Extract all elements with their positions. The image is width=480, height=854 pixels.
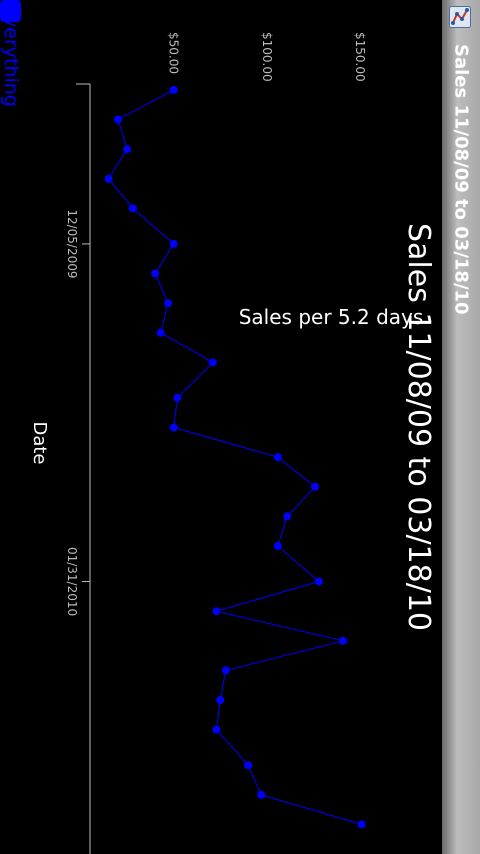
data-point <box>123 145 132 154</box>
data-point <box>244 761 253 770</box>
data-point <box>128 204 137 213</box>
data-point <box>314 577 323 586</box>
data-point <box>212 607 221 616</box>
x-tick-label: 12/05/2009 <box>65 209 79 278</box>
data-point <box>221 666 230 675</box>
legend-label: Everything <box>0 4 22 107</box>
data-point <box>156 328 165 337</box>
data-point <box>311 482 320 491</box>
x-tick-label: 01/31/2010 <box>65 547 79 616</box>
data-point <box>208 358 217 367</box>
data-point <box>173 393 182 402</box>
data-point <box>273 453 282 462</box>
y-tick-label: $50.00 <box>167 32 181 74</box>
data-point <box>339 636 347 645</box>
data-point <box>169 239 178 248</box>
title-bar <box>442 0 480 854</box>
x-axis-label: Date <box>29 421 50 464</box>
series-line <box>107 89 362 825</box>
sales-chart: Sales 11/08/09 to 03/18/10 Sales per 5.2… <box>0 0 436 854</box>
data-point <box>169 85 178 94</box>
y-tick-label: $150.00 <box>353 32 367 82</box>
data-point <box>113 115 122 124</box>
data-point <box>273 542 282 550</box>
data-point <box>283 512 292 521</box>
legend: Everything <box>0 0 22 107</box>
data-point <box>151 269 160 278</box>
legend-swatch <box>0 0 21 22</box>
data-point <box>357 820 366 829</box>
data-point <box>169 423 178 432</box>
data-point <box>212 725 221 734</box>
data-point <box>164 299 173 308</box>
data-point <box>257 790 266 799</box>
chart-subtitle: Sales per 5.2 days <box>239 305 424 329</box>
data-point <box>104 174 113 183</box>
y-tick-label: $100.00 <box>260 32 274 82</box>
app-title: Sales 11/08/09 to 03/18/10 <box>441 44 480 344</box>
chart-title: Sales 11/08/09 to 03/18/10 <box>401 223 436 631</box>
app-title-text: Sales 11/08/09 to 03/18/10 <box>450 44 472 315</box>
data-point <box>216 696 225 704</box>
chart-app-icon <box>449 6 471 28</box>
